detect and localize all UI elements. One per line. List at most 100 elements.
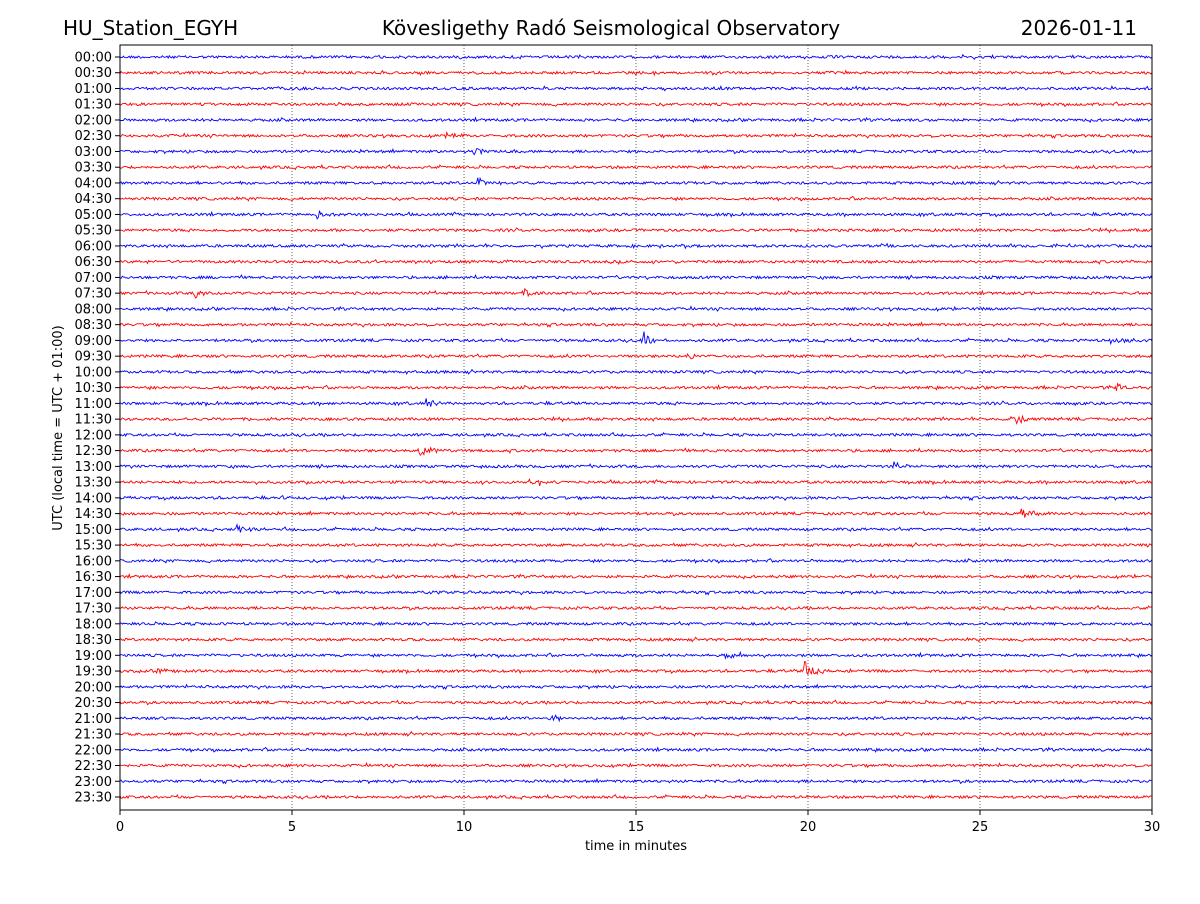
trace-2000 xyxy=(119,683,1153,690)
trace-1600 xyxy=(120,557,1153,565)
trace-0930 xyxy=(119,352,1153,360)
trace-1530 xyxy=(119,542,1153,549)
y-tick-label: 04:30 xyxy=(75,192,112,207)
y-tick-label: 01:30 xyxy=(75,98,112,113)
y-tick-label: 02:00 xyxy=(75,113,112,128)
trace-1230 xyxy=(119,446,1153,457)
trace-0030 xyxy=(119,69,1153,77)
trace-2030 xyxy=(119,699,1153,706)
trace-2130 xyxy=(119,730,1153,738)
x-axis-label: time in minutes xyxy=(585,839,687,854)
trace-0330 xyxy=(119,163,1153,171)
trace-0200 xyxy=(119,116,1153,124)
trace-0300 xyxy=(119,148,1153,156)
trace-0000 xyxy=(119,53,1153,61)
trace-1130 xyxy=(119,414,1153,425)
x-tick-label: 20 xyxy=(800,820,817,835)
trace-0600 xyxy=(119,242,1153,250)
trace-0830 xyxy=(119,321,1153,328)
trace-1430 xyxy=(119,508,1153,518)
y-tick-label: 10:30 xyxy=(75,381,112,396)
y-axis: 00:0000:3001:0001:3002:0002:3003:0003:30… xyxy=(75,51,120,806)
y-tick-label: 00:30 xyxy=(75,66,112,81)
y-tick-label: 17:00 xyxy=(75,586,112,601)
y-tick-label: 22:00 xyxy=(75,743,112,758)
x-tick-label: 30 xyxy=(1144,820,1161,835)
trace-1630 xyxy=(119,572,1153,580)
y-tick-label: 23:00 xyxy=(75,775,112,790)
y-tick-label: 05:30 xyxy=(75,224,112,239)
y-tick-label: 01:00 xyxy=(75,82,112,97)
y-tick-label: 16:30 xyxy=(75,570,112,585)
x-tick-label: 25 xyxy=(972,820,989,835)
trace-1830 xyxy=(119,636,1153,643)
y-tick-label: 18:30 xyxy=(75,633,112,648)
trace-1200 xyxy=(119,431,1153,438)
trace-1100 xyxy=(119,398,1153,408)
trace-0800 xyxy=(119,305,1153,313)
trace-0700 xyxy=(120,274,1153,281)
y-tick-label: 03:30 xyxy=(75,161,112,176)
x-tick-label: 15 xyxy=(628,820,645,835)
y-tick-label: 23:30 xyxy=(75,791,112,806)
y-tick-label: 19:00 xyxy=(75,649,112,664)
x-axis: 0 5 10 15 20 25 30 xyxy=(116,810,1160,835)
y-axis-label: UTC (local time = UTC + 01:00) xyxy=(51,325,66,530)
y-tick-label: 21:00 xyxy=(75,712,112,727)
y-tick-label: 19:30 xyxy=(75,665,112,680)
trace-1930 xyxy=(119,660,1153,676)
y-tick-label: 04:00 xyxy=(75,176,112,191)
trace-0630 xyxy=(119,258,1153,266)
y-tick-label: 09:00 xyxy=(75,334,112,349)
x-tick-label: 10 xyxy=(456,820,473,835)
trace-2230 xyxy=(119,762,1153,769)
y-tick-label: 12:00 xyxy=(75,428,112,443)
trace-2300 xyxy=(119,777,1153,785)
station-label: HU_Station_EGYH xyxy=(63,16,238,40)
trace-0530 xyxy=(119,226,1153,234)
trace-0130 xyxy=(119,101,1153,108)
y-tick-label: 16:00 xyxy=(75,554,112,569)
y-tick-label: 15:00 xyxy=(75,523,112,538)
y-tick-label: 07:30 xyxy=(75,287,112,302)
trace-1900 xyxy=(119,650,1153,660)
trace-2330 xyxy=(119,793,1153,801)
y-tick-label: 18:00 xyxy=(75,617,112,632)
y-tick-label: 15:30 xyxy=(75,539,112,554)
trace-1800 xyxy=(119,620,1153,627)
trace-0430 xyxy=(119,195,1153,202)
y-tick-label: 07:00 xyxy=(75,271,112,286)
trace-1700 xyxy=(119,588,1153,596)
trace-2100 xyxy=(119,714,1153,723)
trace-1500 xyxy=(119,523,1153,533)
trace-2200 xyxy=(119,746,1153,753)
trace-1030 xyxy=(119,382,1153,391)
y-tick-label: 14:30 xyxy=(75,507,112,522)
trace-0230 xyxy=(119,130,1153,140)
y-tick-label: 20:30 xyxy=(75,696,112,711)
x-tick-label: 5 xyxy=(288,820,296,835)
y-tick-label: 17:30 xyxy=(75,602,112,617)
trace-0500 xyxy=(119,210,1153,220)
date-label: 2026-01-11 xyxy=(1021,16,1137,40)
x-tick-label: 0 xyxy=(116,820,124,835)
trace-1000 xyxy=(119,368,1153,375)
y-tick-label: 00:00 xyxy=(75,51,112,66)
y-tick-label: 02:30 xyxy=(75,129,112,144)
trace-1400 xyxy=(119,494,1153,502)
trace-0400 xyxy=(119,176,1153,187)
y-tick-label: 08:30 xyxy=(75,318,112,333)
y-tick-label: 22:30 xyxy=(75,759,112,774)
y-tick-label: 11:00 xyxy=(75,397,112,412)
y-tick-label: 08:00 xyxy=(75,302,112,317)
traces xyxy=(119,53,1153,801)
trace-0900 xyxy=(119,331,1153,346)
y-tick-label: 13:30 xyxy=(75,476,112,491)
trace-1300 xyxy=(119,461,1153,470)
trace-0100 xyxy=(119,84,1153,92)
y-tick-label: 03:00 xyxy=(75,145,112,160)
y-tick-label: 09:30 xyxy=(75,350,112,365)
y-tick-label: 11:30 xyxy=(75,413,112,428)
trace-0730 xyxy=(119,287,1153,299)
